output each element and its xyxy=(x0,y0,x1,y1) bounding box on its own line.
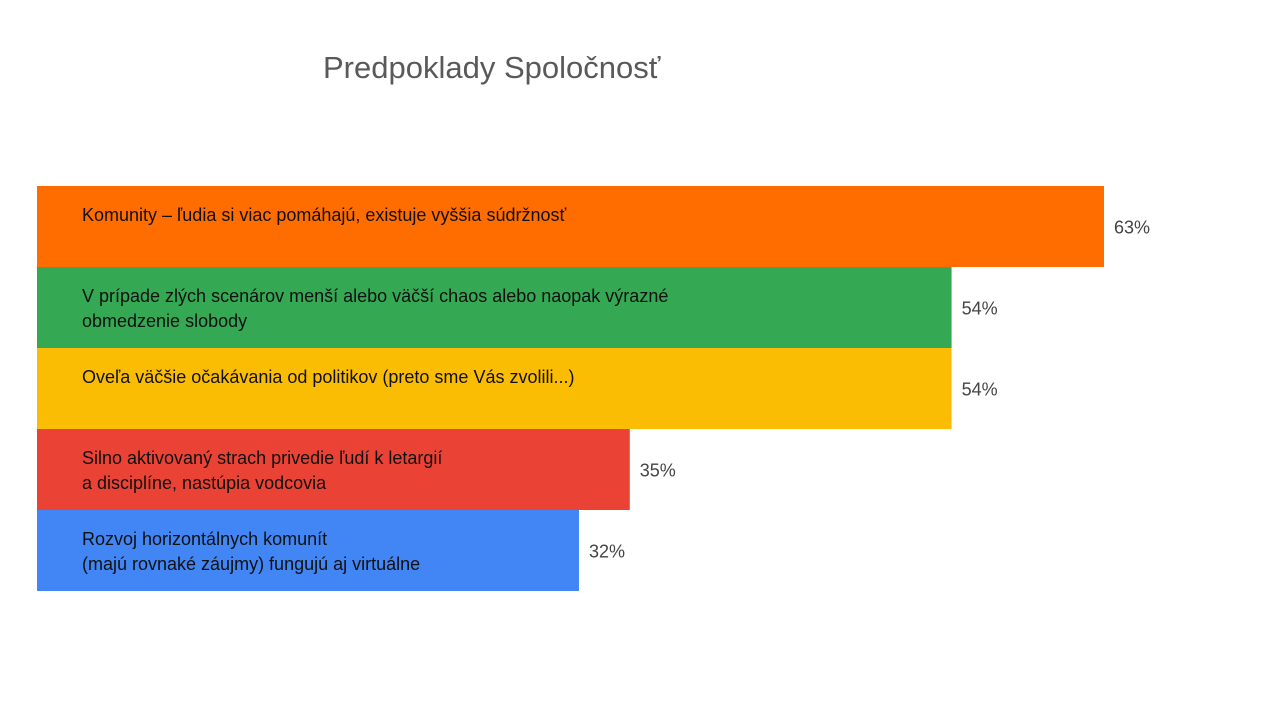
bar-label-4: Silno aktivovaný strach privedie ľudí k … xyxy=(82,448,442,493)
value-label-1: 63% xyxy=(1114,218,1150,238)
bar-label-line: Silno aktivovaný strach privedie ľudí k … xyxy=(82,448,442,468)
bar-label-1: Komunity – ľudia si viac pomáhajú, exist… xyxy=(82,205,566,225)
bar-label-line: Komunity – ľudia si viac pomáhajú, exist… xyxy=(82,205,566,225)
value-label-3: 54% xyxy=(962,380,998,400)
bar-label-line: (majú rovnaké záujmy) fungujú aj virtuál… xyxy=(82,554,420,574)
bars-group: Komunity – ľudia si viac pomáhajú, exist… xyxy=(37,186,1150,591)
bar-5 xyxy=(37,510,579,591)
bar-label-5: Rozvoj horizontálnych komunít (majú rovna… xyxy=(82,529,420,574)
value-label-4: 35% xyxy=(640,461,676,481)
value-label-5: 32% xyxy=(589,542,625,562)
bar-label-line: obmedzenie slobody xyxy=(82,311,247,331)
bar-3 xyxy=(37,348,952,429)
value-label-2: 54% xyxy=(962,299,998,319)
bar-label-line: Rozvoj horizontálnych komunít xyxy=(82,529,327,549)
bar-label-2: V prípade zlých scenárov menší alebo väč… xyxy=(82,286,668,331)
chart-title: Predpoklady Spoločnosť xyxy=(323,50,661,85)
bar-4 xyxy=(37,429,630,510)
bar-2 xyxy=(37,267,952,348)
bar-label-3: Oveľa väčšie očakávania od politikov (pr… xyxy=(82,367,574,387)
bar-label-line: Oveľa väčšie očakávania od politikov (pr… xyxy=(82,367,574,387)
bar-label-line: a disciplíne, nastúpia vodcovia xyxy=(82,473,327,493)
bar-label-line: V prípade zlých scenárov menší alebo väč… xyxy=(82,286,668,306)
bar-1 xyxy=(37,186,1104,267)
